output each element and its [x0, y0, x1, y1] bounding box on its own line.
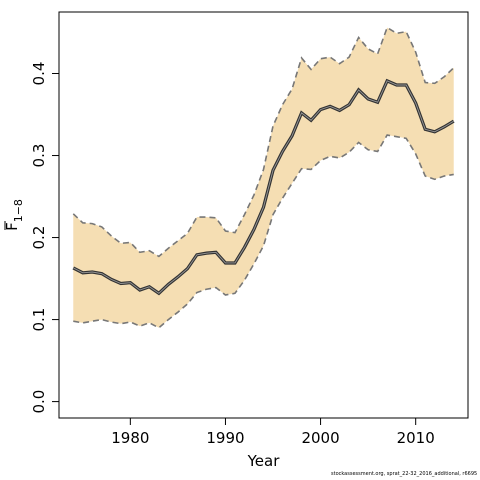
plot-frame — [58, 11, 469, 419]
x-axis-title: Year — [247, 452, 281, 470]
confidence-band-layer — [73, 27, 454, 328]
y-axis-title-main: F — [3, 222, 21, 231]
footer-credit: stockassessment.org, sprat_22-32_2016_ad… — [331, 471, 478, 477]
lower-bound-line — [73, 134, 454, 329]
y-tick-label: 0.0 — [30, 390, 48, 414]
y-tick-label: 0.1 — [30, 308, 48, 332]
y-tick-label: 0.2 — [30, 226, 48, 250]
svg-text:F1−8: F1−8 — [3, 199, 25, 231]
x-tick-label: 1990 — [206, 429, 244, 447]
x-tick-label: 1980 — [111, 429, 149, 447]
series-layer — [72, 26, 455, 329]
confidence-band — [73, 27, 454, 328]
x-axis: 1980 1990 2000 2010 — [111, 418, 435, 447]
x-tick-label: 2010 — [397, 429, 435, 447]
y-tick-label: 0.3 — [30, 144, 48, 168]
y-axis: 0.0 0.1 0.2 0.3 0.4 — [30, 62, 59, 414]
y-tick-label: 0.4 — [30, 62, 48, 86]
y-axis-title-sub: 1−8 — [12, 199, 25, 222]
y-axis-title: F1−8 — [3, 199, 25, 231]
upper-bound-line — [72, 26, 455, 258]
estimate-line — [73, 80, 454, 294]
x-tick-label: 2000 — [301, 429, 339, 447]
